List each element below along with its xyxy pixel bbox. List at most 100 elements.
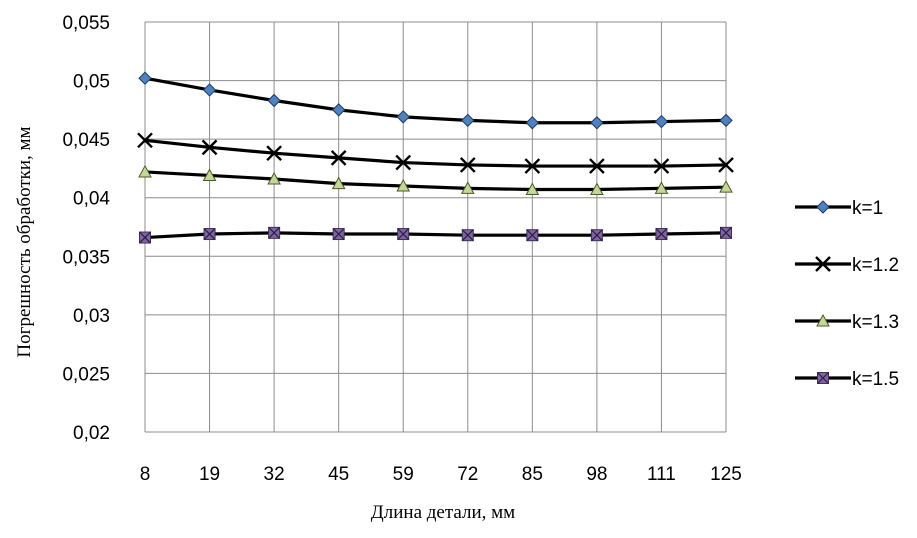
data-point-marker: [654, 181, 669, 194]
x-axis-ticks: 8 19 32 45 59 72 85 98 111 125: [140, 464, 742, 485]
marker-stroke: [266, 145, 282, 162]
series-line: [144, 231, 727, 240]
data-point-marker: [396, 110, 410, 124]
marker-stroke: [718, 157, 734, 173]
data-point-marker: [396, 178, 411, 192]
data-point-marker: [137, 132, 153, 149]
data-point-marker: [330, 150, 347, 166]
data-point-marker: [589, 158, 605, 174]
marker-stroke: [653, 158, 670, 174]
series-k=1.3: [138, 164, 733, 196]
legend-label: k=1.5: [852, 369, 899, 390]
series-k=1.2: [137, 132, 734, 174]
marker-stroke: [817, 372, 829, 384]
data-point-marker: [138, 71, 152, 85]
legend-label: k=1: [852, 198, 883, 219]
marker-stroke: [524, 158, 541, 174]
y-tick-label: 0,05: [73, 72, 110, 93]
data-point-marker: [331, 103, 346, 117]
legend-label: k=1.2: [852, 255, 899, 276]
data-point-marker: [526, 229, 539, 242]
data-point-marker: [816, 200, 830, 214]
data-point-marker: [524, 158, 541, 174]
x-tick-label: 98: [586, 464, 607, 485]
data-point-marker: [461, 229, 474, 242]
marker-stroke: [139, 231, 151, 244]
data-point-marker: [815, 256, 831, 272]
data-point-marker: [525, 116, 540, 130]
x-tick-label: 8: [140, 464, 151, 485]
marker-stroke: [395, 154, 412, 171]
legend-entry: k=1.2: [795, 255, 899, 276]
series-line: [144, 76, 727, 125]
data-point-marker: [459, 157, 476, 173]
data-point-marker: [718, 157, 734, 173]
marker-stroke: [332, 228, 345, 240]
data-point-marker: [332, 228, 345, 241]
marker-stroke: [201, 139, 218, 156]
data-point-marker: [201, 139, 218, 156]
data-point-marker: [817, 372, 829, 384]
marker-stroke: [655, 228, 668, 240]
data-point-marker: [266, 145, 282, 162]
data-point-marker: [331, 176, 346, 190]
x-tick-label: 45: [328, 464, 349, 485]
x-tick-label: 111: [647, 464, 676, 485]
data-point-marker: [590, 229, 603, 242]
data-point-marker: [720, 226, 732, 239]
marker-stroke: [137, 132, 153, 149]
marker-stroke: [268, 226, 281, 239]
data-point-marker: [139, 231, 151, 244]
data-point-marker: [268, 226, 281, 239]
x-tick-label: 32: [264, 464, 285, 485]
marker-stroke: [720, 226, 732, 239]
data-point-marker: [590, 116, 604, 130]
y-tick-label: 0,035: [62, 247, 110, 268]
data-point-marker: [267, 171, 281, 185]
data-point-marker: [460, 181, 475, 194]
data-point-marker: [590, 182, 604, 196]
series-k=1.5: [139, 226, 732, 244]
data-point-marker: [138, 164, 152, 178]
y-tick-label: 0,025: [62, 364, 110, 385]
y-tick-label: 0,02: [73, 423, 110, 444]
data-point-marker: [719, 113, 733, 128]
y-tick-label: 0,055: [62, 13, 110, 34]
x-tick-label: 125: [710, 464, 742, 485]
grid: [144, 21, 727, 433]
y-tick-label: 0,045: [62, 130, 110, 151]
x-tick-label: 85: [522, 464, 543, 485]
marker-stroke: [815, 256, 831, 272]
marker-stroke: [397, 228, 410, 240]
series-group: [137, 71, 734, 244]
y-axis-label: Погрешность обработки, мм: [14, 126, 35, 357]
marker-stroke: [203, 228, 216, 240]
marker-stroke: [590, 229, 603, 242]
series-line: [144, 138, 727, 168]
marker-stroke: [526, 229, 539, 242]
data-point-marker: [395, 154, 412, 171]
marker-stroke: [459, 157, 476, 173]
x-tick-label: 59: [393, 464, 414, 485]
legend: k=1 k=1.2 k=1.3 k=1.5: [795, 198, 899, 390]
data-point-marker: [203, 228, 216, 241]
data-point-marker: [267, 93, 281, 108]
data-point-marker: [655, 228, 668, 241]
data-point-marker: [525, 182, 540, 196]
y-tick-label: 0,04: [73, 189, 110, 210]
x-tick-label: 19: [199, 464, 220, 485]
data-point-marker: [397, 228, 410, 241]
legend-entry: k=1.5: [795, 369, 899, 390]
data-point-marker: [202, 168, 217, 181]
marker-stroke: [461, 229, 474, 242]
marker-stroke: [330, 150, 347, 166]
legend-label: k=1.3: [852, 312, 899, 333]
y-tick-label: 0,03: [73, 306, 110, 327]
data-point-marker: [654, 114, 669, 129]
legend-entry: k=1.3: [795, 312, 899, 333]
series-line: [144, 170, 727, 192]
marker-stroke: [589, 158, 605, 174]
data-point-marker: [202, 83, 217, 97]
series-k=1: [138, 71, 733, 130]
